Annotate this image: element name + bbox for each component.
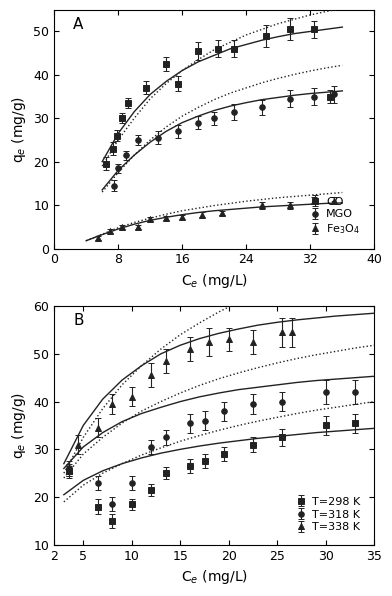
X-axis label: C$_e$ (mg/L): C$_e$ (mg/L) <box>181 272 248 290</box>
Legend: T=298 K, T=318 K, T=338 K: T=298 K, T=318 K, T=338 K <box>293 495 362 535</box>
X-axis label: C$_e$ (mg/L): C$_e$ (mg/L) <box>181 568 248 586</box>
Y-axis label: q$_e$ (mg/g): q$_e$ (mg/g) <box>10 392 28 459</box>
Legend: GO, MGO, Fe$_3$O$_4$: GO, MGO, Fe$_3$O$_4$ <box>307 194 362 238</box>
Text: B: B <box>73 313 84 328</box>
Text: A: A <box>73 17 84 32</box>
Y-axis label: q$_e$ (mg/g): q$_e$ (mg/g) <box>10 95 28 163</box>
